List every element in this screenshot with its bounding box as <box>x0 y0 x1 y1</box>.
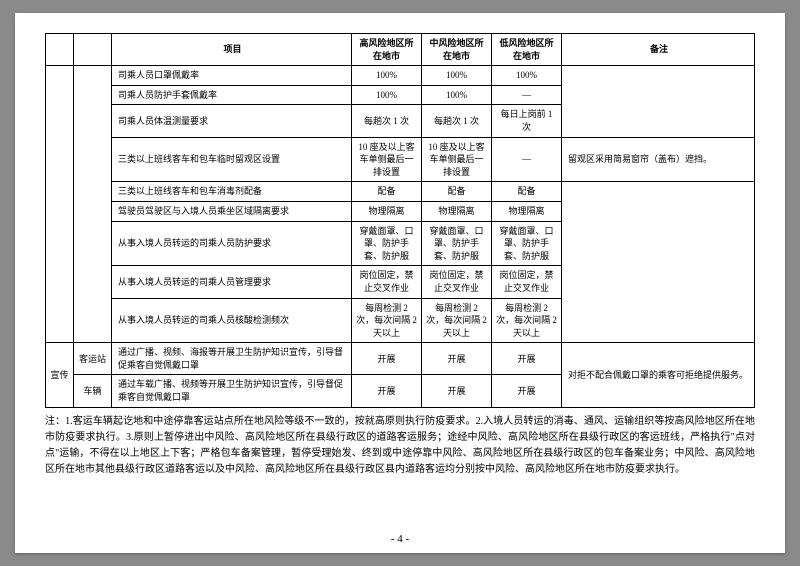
row-item: 三类以上班线客车和包车消毒剂配备 <box>112 182 352 202</box>
row-mid: 岗位固定，禁止交叉作业 <box>422 266 492 298</box>
row-high: 每周检测 2 次，每次间隔 2 天以上 <box>352 298 422 343</box>
cat2-keyunzhan: 客运站 <box>74 343 112 375</box>
row-item: 通过车载广播、视频等开展卫生防护知识宣传，引导督促乘客自觉佩戴口罩 <box>112 375 352 407</box>
row-low: 配备 <box>492 182 562 202</box>
row-low: 穿戴面罩、口罩、防护手套、防护服 <box>492 221 562 266</box>
row-item: 通过广播、视频、海报等开展卫生防护知识宣传，引导督促乘客自觉佩戴口罩 <box>112 343 352 375</box>
row-mid: 100% <box>422 66 492 86</box>
row-item: 从事入境人员转运的司乘人员核酸检测频次 <box>112 298 352 343</box>
row-mid: 每趟次 1 次 <box>422 105 492 137</box>
row-item: 司乘人员体温测量要求 <box>112 105 352 137</box>
row-low: 物理隔离 <box>492 201 562 221</box>
table-row: 三类以上班线客车和包车临时留观区设置 10 座及以上客车单侧最后一排设置 10 … <box>46 137 755 182</box>
cat2-cheliang: 车辆 <box>74 375 112 407</box>
cat2-blank <box>74 66 112 343</box>
row-high: 穿戴面罩、口罩、防护手套、防护服 <box>352 221 422 266</box>
row-mid: 物理隔离 <box>422 201 492 221</box>
row-high: 开展 <box>352 343 422 375</box>
row-note: 对拒不配合佩戴口罩的乘客可拒绝提供服务。 <box>562 343 755 407</box>
header-blank2 <box>74 34 112 66</box>
row-mid: 开展 <box>422 343 492 375</box>
row-high: 开展 <box>352 375 422 407</box>
row-high: 配备 <box>352 182 422 202</box>
row-high: 100% <box>352 66 422 86</box>
footnotes: 注：1.客运车辆起讫地和中途停靠客运站点所在地风险等级不一致的，按就高原则执行防… <box>45 414 755 478</box>
row-mid: 开展 <box>422 375 492 407</box>
row-high: 100% <box>352 85 422 105</box>
table-row: 宣传 客运站 通过广播、视频、海报等开展卫生防护知识宣传，引导督促乘客自觉佩戴口… <box>46 343 755 375</box>
header-low: 低风险地区所在地市 <box>492 34 562 66</box>
row-low: — <box>492 137 562 182</box>
row-item: 三类以上班线客车和包车临时留观区设置 <box>112 137 352 182</box>
header-blank1 <box>46 34 74 66</box>
document-page: 项目 高风险地区所在地市 中风险地区所在地市 低风险地区所在地市 备注 司乘人员… <box>15 13 785 553</box>
row-low: 每日上岗前 1 次 <box>492 105 562 137</box>
header-high: 高风险地区所在地市 <box>352 34 422 66</box>
row-mid: 配备 <box>422 182 492 202</box>
row-mid: 每周检测 2 次，每次间隔 2 天以上 <box>422 298 492 343</box>
requirements-table: 项目 高风险地区所在地市 中风险地区所在地市 低风险地区所在地市 备注 司乘人员… <box>45 33 755 408</box>
row-note <box>562 66 755 137</box>
row-item: 司乘人员防护手套佩戴率 <box>112 85 352 105</box>
row-high: 岗位固定，禁止交叉作业 <box>352 266 422 298</box>
header-note: 备注 <box>562 34 755 66</box>
cat1-blank <box>46 66 74 343</box>
row-low: — <box>492 85 562 105</box>
table-row: 三类以上班线客车和包车消毒剂配备 配备 配备 配备 <box>46 182 755 202</box>
page-number: - 4 - <box>15 533 785 545</box>
row-item: 从事入境人员转运的司乘人员管理要求 <box>112 266 352 298</box>
row-note <box>562 182 755 343</box>
row-low: 每周检测 2 次，每次间隔 2 天以上 <box>492 298 562 343</box>
row-low: 100% <box>492 66 562 86</box>
header-mid: 中风险地区所在地市 <box>422 34 492 66</box>
row-mid: 100% <box>422 85 492 105</box>
row-low: 岗位固定，禁止交叉作业 <box>492 266 562 298</box>
row-high: 物理隔离 <box>352 201 422 221</box>
row-item: 驾驶员驾驶区与入境人员乘坐区域隔离要求 <box>112 201 352 221</box>
row-mid: 10 座及以上客车单侧最后一排设置 <box>422 137 492 182</box>
row-mid: 穿戴面罩、口罩、防护手套、防护服 <box>422 221 492 266</box>
row-item: 司乘人员口罩佩戴率 <box>112 66 352 86</box>
row-high: 10 座及以上客车单侧最后一排设置 <box>352 137 422 182</box>
cat1-xuanchuan: 宣传 <box>46 343 74 407</box>
row-high: 每趟次 1 次 <box>352 105 422 137</box>
row-low: 开展 <box>492 343 562 375</box>
row-low: 开展 <box>492 375 562 407</box>
row-item: 从事入境人员转运的司乘人员防护要求 <box>112 221 352 266</box>
table-row: 司乘人员口罩佩戴率 100% 100% 100% <box>46 66 755 86</box>
header-item: 项目 <box>112 34 352 66</box>
row-note: 留观区采用简易窗帘（盖布）遮挡。 <box>562 137 755 182</box>
